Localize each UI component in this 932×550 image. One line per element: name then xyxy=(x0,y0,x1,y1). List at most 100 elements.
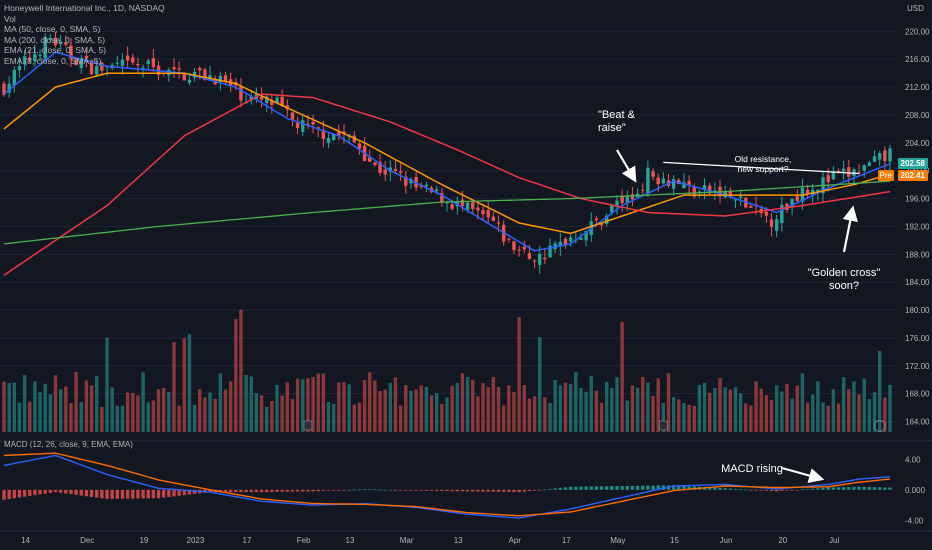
macd-histogram-bar xyxy=(280,489,284,492)
volume-bar xyxy=(656,378,660,432)
volume-bar xyxy=(17,402,22,432)
volume-bar xyxy=(754,381,758,432)
price-tick-label: 212.00 xyxy=(905,83,930,92)
macd-histogram-bar xyxy=(434,489,439,491)
macd-histogram-bar xyxy=(172,489,176,497)
candle-body xyxy=(203,69,207,81)
dividend-icon xyxy=(873,420,886,432)
volume-bar xyxy=(738,393,743,432)
volume-bar xyxy=(610,387,614,432)
candle-body xyxy=(131,57,135,63)
volume-bar xyxy=(718,377,722,432)
volume-bar xyxy=(182,338,186,432)
volume-bar xyxy=(625,400,629,432)
price-tick-label: 192.00 xyxy=(905,222,930,231)
volume-bar xyxy=(574,372,578,432)
macd-label[interactable]: MACD (12, 26, close, 9, EMA, EMA) xyxy=(4,440,133,449)
volume-bar xyxy=(254,393,259,432)
beat-raise-annotation: "Beat & raise" xyxy=(598,109,636,134)
macd-histogram-bar xyxy=(244,489,248,493)
volume-bar xyxy=(769,399,774,432)
macd-histogram-bar xyxy=(888,487,892,490)
macd-histogram-bar xyxy=(259,489,264,493)
ema8-label[interactable]: EMA (8, close, 0, SMA, 5) xyxy=(4,55,102,66)
macd-histogram-bar xyxy=(326,489,331,491)
time-tick-label: May xyxy=(610,536,625,545)
volume-bar xyxy=(661,402,666,432)
volume-bar xyxy=(156,389,161,432)
volume-bar xyxy=(424,386,429,432)
candle-body xyxy=(136,63,140,66)
volume-bars xyxy=(2,309,892,432)
macd-histogram-bar xyxy=(538,489,542,491)
ema21-label[interactable]: EMA (21, close, 0, SMA, 5) xyxy=(4,45,107,56)
macd-histogram-bar xyxy=(161,489,166,498)
price-tick-label: 172.00 xyxy=(905,362,930,371)
volume-bar xyxy=(280,395,284,432)
volume-bar xyxy=(476,396,480,432)
candle-body xyxy=(641,189,645,191)
volume-bar xyxy=(687,404,691,432)
volume-bar xyxy=(445,397,449,432)
time-tick-label: 14 xyxy=(21,536,30,545)
candle-body xyxy=(187,79,192,83)
macd-histogram-bar xyxy=(7,489,11,499)
macd-histogram-bar xyxy=(290,489,295,492)
volume-bar xyxy=(84,380,89,432)
macd-histogram-bar xyxy=(177,489,181,496)
volume-bar xyxy=(2,381,6,432)
candle-body xyxy=(877,153,882,160)
volume-bar xyxy=(110,387,114,432)
earnings-icon xyxy=(303,420,313,431)
candle-body xyxy=(847,167,851,177)
macd-histogram-bar xyxy=(342,489,346,491)
macd-histogram-bar xyxy=(491,489,496,492)
macd-histogram-bar xyxy=(362,489,367,490)
volume-bar xyxy=(151,400,156,432)
candle-body xyxy=(383,169,387,175)
candle-body xyxy=(888,148,892,162)
candle-body xyxy=(22,56,27,65)
volume-bar xyxy=(651,395,655,432)
macd-histogram-bar xyxy=(187,489,192,495)
ema8-line xyxy=(3,51,891,252)
macd-histogram-bar xyxy=(630,485,635,490)
candle-body xyxy=(831,172,836,180)
volume-bar xyxy=(527,398,532,432)
macd-histogram-bar xyxy=(795,489,799,491)
volume-bar xyxy=(841,377,846,432)
macd-histogram-bar xyxy=(414,489,418,491)
ma50-label[interactable]: MA (50, close, 0, SMA, 5) xyxy=(4,24,101,35)
candle-body xyxy=(393,169,398,171)
candle-body xyxy=(249,96,253,101)
volume-bar xyxy=(218,373,223,432)
candle-body xyxy=(115,62,120,64)
candle-body xyxy=(656,177,660,184)
time-tick-label: 19 xyxy=(139,536,148,545)
macd-histogram-bar xyxy=(460,489,465,492)
volume-bar xyxy=(321,373,326,432)
volume-bar xyxy=(7,383,11,432)
volume-bar xyxy=(362,380,367,432)
macd-histogram-bar xyxy=(239,489,243,493)
ma200-label[interactable]: MA (200, close, 0, SMA, 5) xyxy=(4,34,106,45)
macd-histogram-bar xyxy=(141,489,145,499)
time-tick-label: Feb xyxy=(297,536,311,545)
macd-histogram-bar xyxy=(553,488,557,490)
time-tick-label: 2023 xyxy=(187,536,205,545)
volume-bar xyxy=(641,376,645,432)
macd-histogram-bar xyxy=(84,489,89,497)
macd-histogram-bar xyxy=(800,489,805,491)
volume-bar xyxy=(331,403,336,432)
candle-body xyxy=(440,193,444,204)
candle-body xyxy=(816,189,820,192)
candle-body xyxy=(198,67,202,71)
price-tick-label: 176.00 xyxy=(905,334,930,343)
macd-histogram-bar xyxy=(136,489,140,499)
candle-body xyxy=(702,185,707,190)
volume-bar xyxy=(589,375,593,432)
volume-bar xyxy=(234,319,238,432)
candle-body xyxy=(33,54,37,62)
macd-histogram-bar xyxy=(69,489,73,495)
